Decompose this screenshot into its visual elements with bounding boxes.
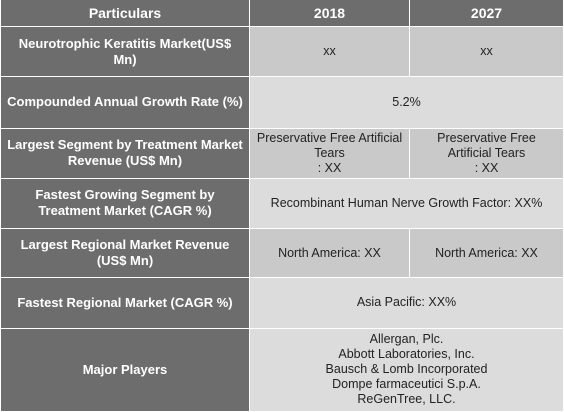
value-2027: North America: XX [410, 229, 564, 279]
row-label: Largest Segment by Treatment Market Reve… [0, 128, 250, 179]
table-row-largest-region: Largest Regional Market Revenue (US$ Mn)… [0, 229, 564, 279]
table-row-fastest-segment: Fastest Growing Segment by Treatment Mar… [0, 178, 564, 230]
value-2018: Preservative Free Artificial Tears : XX [250, 128, 410, 179]
header-particulars: Particulars [0, 0, 250, 27]
row-label: Neurotrophic Keratitis Market(US$ Mn) [0, 27, 250, 78]
table-row-largest-segment: Largest Segment by Treatment Market Reve… [0, 128, 564, 179]
row-label: Major Players [0, 328, 250, 412]
header-2018: 2018 [250, 0, 410, 27]
merged-value: 5.2% [250, 77, 564, 129]
header-2027: 2027 [410, 0, 564, 27]
merged-value: Asia Pacific: XX% [250, 278, 564, 329]
table-row-fastest-region: Fastest Regional Market (CAGR %) Asia Pa… [0, 278, 564, 329]
value-2018: xx [250, 27, 410, 78]
row-label: Compounded Annual Growth Rate (%) [0, 77, 250, 129]
table-row-major-players: Major Players Allergan, Plc. Abbott Labo… [0, 328, 564, 412]
row-label: Fastest Regional Market (CAGR %) [0, 278, 250, 329]
row-label: Largest Regional Market Revenue (US$ Mn) [0, 229, 250, 279]
value-2027: xx [410, 27, 564, 78]
merged-value: Recombinant Human Nerve Growth Factor: X… [250, 178, 564, 230]
table-row-cagr: Compounded Annual Growth Rate (%) 5.2% [0, 77, 564, 129]
header-row: Particulars 2018 2027 [0, 0, 564, 27]
value-2027: Preservative Free Artificial Tears : XX [410, 128, 564, 179]
value-2018: North America: XX [250, 229, 410, 279]
table-row-market-size: Neurotrophic Keratitis Market(US$ Mn) xx… [0, 27, 564, 78]
merged-value: Allergan, Plc. Abbott Laboratories, Inc.… [250, 328, 564, 412]
row-label: Fastest Growing Segment by Treatment Mar… [0, 178, 250, 230]
